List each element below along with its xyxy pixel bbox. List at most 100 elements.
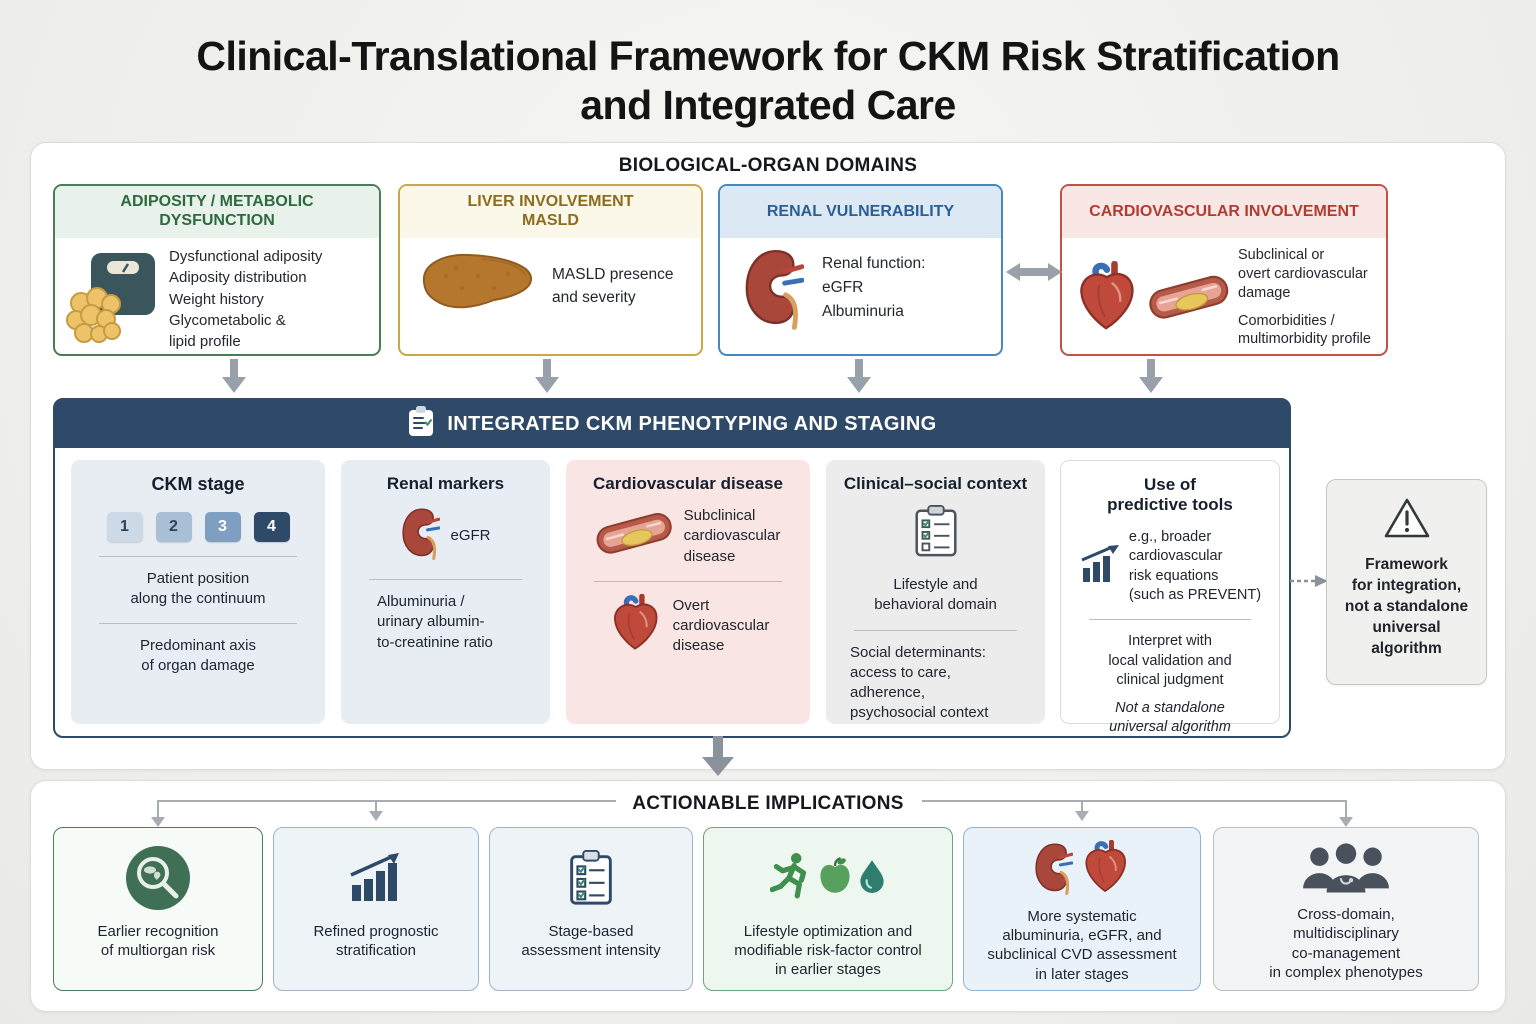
heart-icon <box>1079 840 1131 901</box>
predictive-tools-note: Not a standalone universal algorithm <box>1109 699 1231 736</box>
divider <box>99 622 297 624</box>
bidirectional-arrow-icon <box>1006 263 1062 281</box>
warning-icon <box>1383 498 1431 544</box>
divider <box>369 579 522 581</box>
implication-card-early-recognition: Earlier recognition of multiorgan risk <box>53 827 263 991</box>
apple-icon <box>818 856 852 900</box>
cardiovascular-item: Subclinical or overt cardiovascular dama… <box>1238 247 1368 301</box>
adiposity-card-title: ADIPOSITY / METABOLIC DYSFUNCTION <box>55 186 379 238</box>
domain-card-adiposity: ADIPOSITY / METABOLIC DYSFUNCTION <box>53 184 381 356</box>
framework-note-text: Framework for integration, not a standal… <box>1344 556 1469 657</box>
main-title-line2: and Integrated Care <box>580 82 956 129</box>
staging-card-predictive-tools: Use of predictive tools e.g., broader ca… <box>1060 460 1280 735</box>
team-icon <box>1300 840 1392 899</box>
implication-text: More systematic albuminuria, eGFR, and s… <box>987 908 1177 983</box>
kidney-icon <box>1033 841 1073 900</box>
ckm-stage-text1: Patient position along the continuum <box>130 569 266 607</box>
liver-card-text: MASLD presence and severity <box>552 265 674 306</box>
clipboard-icon <box>407 405 435 443</box>
kidney-icon <box>400 506 440 565</box>
liver-icon <box>416 246 538 326</box>
domains-heading: BIOLOGICAL-ORGAN DOMAINS <box>618 155 918 176</box>
big-down-arrow-icon <box>702 736 734 776</box>
domain-card-renal: RENAL VULNERABILITY Renal function: eGFR… <box>718 184 1003 356</box>
ckm-stage-text2: Predominant axis of organ damage <box>140 636 256 674</box>
implication-card-systematic-assessment: More systematic albuminuria, eGFR, and s… <box>963 827 1201 991</box>
clipboard-check-icon <box>836 504 1035 563</box>
cvd-overt-text: Overt cardiovascular disease <box>672 597 770 655</box>
implication-text: Cross-domain, multidisciplinary co-manag… <box>1269 906 1423 981</box>
staging-header: INTEGRATED CKM PHENOTYPING AND STAGING <box>55 400 1289 448</box>
arrow-down-icon <box>1139 359 1163 393</box>
ckm-stage-chips: 1 2 3 4 <box>81 511 315 542</box>
implication-text: Earlier recognition of multiorgan risk <box>97 923 219 960</box>
implication-text: Stage-based assessment intensity <box>521 923 661 960</box>
cardiovascular-item: Comorbidities / multimorbidity profile <box>1238 312 1371 348</box>
cvd-subclinical-text: Subclinical cardiovascular disease <box>683 507 781 565</box>
clinical-social-text1: Lifestyle and behavioral domain <box>874 576 997 614</box>
stage-chip-4: 4 <box>253 511 290 542</box>
cardiovascular-items: Subclinical or overt cardiovascular dama… <box>1238 246 1371 349</box>
implication-text: Lifestyle optimization and modifiable ri… <box>734 923 922 979</box>
implication-card-stage-based-assessment: Stage-based assessment intensity <box>489 827 693 991</box>
adiposity-item: Adiposity distribution <box>169 269 307 287</box>
adiposity-item: Glycometabolic & lipid profile <box>169 311 286 351</box>
arrow-down-icon <box>535 359 559 393</box>
predictive-tools-title: Use of predictive tools <box>1107 475 1233 515</box>
implication-card-comanagement: Cross-domain, multidisciplinary co-manag… <box>1213 827 1479 991</box>
cardiovascular-card-title: CARDIOVASCULAR INVOLVEMENT <box>1062 186 1386 238</box>
divider <box>594 580 782 582</box>
renal-markers-title: Renal markers <box>386 474 505 493</box>
divider <box>854 629 1017 631</box>
clinical-social-title: Clinical–social context <box>843 474 1028 493</box>
cvd-title: Cardiovascular disease <box>593 474 783 493</box>
implication-card-prognostic-stratification: Refined prognostic stratification <box>273 827 479 991</box>
artery-icon <box>1144 268 1234 328</box>
staging-heading: INTEGRATED CKM PHENOTYPING AND STAGING <box>447 412 937 435</box>
liver-card-title: LIVER INVOLVEMENT MASLD <box>400 186 701 238</box>
implication-text: Refined prognostic stratification <box>313 923 439 960</box>
arrow-down-icon <box>847 359 871 393</box>
stage-chip-2: 2 <box>155 511 192 542</box>
bar-chart-icon <box>347 840 405 916</box>
arrow-down-icon <box>222 359 246 393</box>
staging-card-cardiovascular-disease: Cardiovascular disease Subclinical cardi… <box>566 460 810 724</box>
adiposity-items: Dysfunctional adiposity Adiposity distri… <box>169 246 322 352</box>
droplet-icon <box>858 858 886 899</box>
divider <box>99 555 297 557</box>
heart-icon <box>607 594 663 659</box>
ckm-stage-title: CKM stage <box>151 474 245 494</box>
heart-icon <box>1072 261 1140 335</box>
adiposity-item: Dysfunctional adiposity <box>169 248 323 265</box>
domain-card-liver: LIVER INVOLVEMENT MASLD MASLD presence a… <box>398 184 703 356</box>
runner-icon <box>769 852 812 905</box>
clinical-social-text2: Social determinants: access to care, adh… <box>850 643 989 721</box>
framework-note-box: Framework for integration, not a standal… <box>1326 479 1487 685</box>
implications-heading: ACTIONABLE IMPLICATIONS <box>632 793 904 814</box>
staging-panel: INTEGRATED CKM PHENOTYPING AND STAGING C… <box>53 398 1291 738</box>
implication-card-lifestyle-optimization: Lifestyle optimization and modifiable ri… <box>703 827 953 991</box>
chart-up-icon <box>1079 544 1121 589</box>
kidney-icon <box>742 246 804 330</box>
main-title-line1: Clinical-Translational Framework for CKM… <box>196 33 1340 79</box>
checklist-icon <box>567 840 615 916</box>
main-title: Clinical-Translational Framework for CKM… <box>0 32 1536 130</box>
domain-card-cardiovascular: CARDIOVASCULAR INVOLVEMENT Subclinical o… <box>1060 184 1388 356</box>
stage-chip-3: 3 <box>204 511 241 542</box>
magnifier-organs-icon <box>124 840 192 916</box>
divider <box>1089 619 1251 621</box>
renal-marker-albuminuria: Albuminuria / urinary albumin- to-creati… <box>377 593 493 651</box>
biological-domains-panel: BIOLOGICAL-ORGAN DOMAINS ADIPOSITY / MET… <box>30 142 1506 770</box>
artery-icon <box>591 506 677 568</box>
staging-card-clinical-social: Clinical–social context <box>826 460 1045 724</box>
predictive-tools-text1: e.g., broader cardiovascular risk equati… <box>1128 528 1262 604</box>
implications-panel: ACTIONABLE IMPLICATIONS Earlier recognit… <box>30 780 1506 1012</box>
scale-adiposity-icon <box>65 251 159 347</box>
dashed-arrow-icon <box>1290 575 1328 587</box>
stage-chip-1: 1 <box>106 511 143 542</box>
renal-card-title: RENAL VULNERABILITY <box>720 186 1001 238</box>
adiposity-item: Weight history <box>169 290 264 308</box>
renal-card-text: Renal function: eGFR Albuminuria <box>822 254 926 320</box>
renal-marker-egfr: eGFR <box>450 526 491 544</box>
predictive-tools-text2: Interpret with local validation and clin… <box>1108 633 1232 689</box>
